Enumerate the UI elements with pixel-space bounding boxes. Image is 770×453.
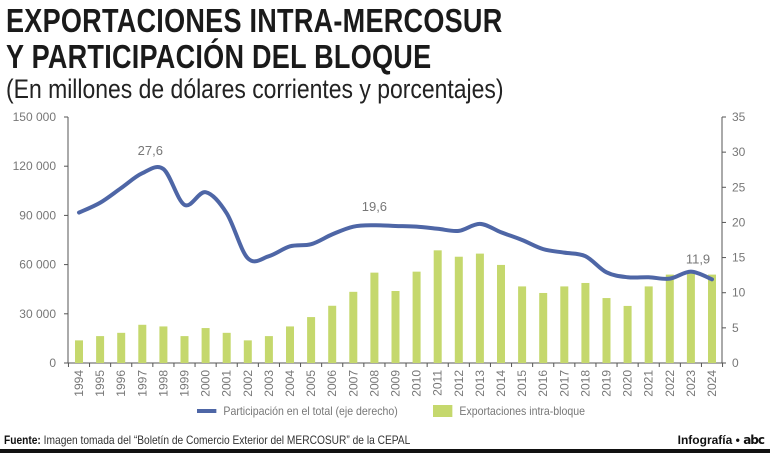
right-tick-label: 35 xyxy=(732,110,746,124)
right-tick-label: 25 xyxy=(732,180,746,194)
bar-2018 xyxy=(581,282,590,363)
bar-1994 xyxy=(75,340,83,363)
legend-swatch-bar xyxy=(433,405,453,417)
x-tick-label: 2003 xyxy=(262,370,276,397)
bar-2005 xyxy=(307,317,316,363)
x-tick-label: 1996 xyxy=(114,370,128,397)
x-tick-label: 2024 xyxy=(705,370,719,397)
x-tick-label: 2005 xyxy=(304,370,318,397)
left-tick-label: 30 000 xyxy=(19,307,56,321)
x-tick-label: 2020 xyxy=(621,370,635,397)
bar-2001 xyxy=(222,332,231,363)
x-tick-label: 2001 xyxy=(220,370,234,397)
left-tick-label: 150 000 xyxy=(13,110,57,124)
x-tick-label: 2007 xyxy=(346,370,360,397)
legend-swatch-line xyxy=(197,409,217,413)
right-tick-label: 0 xyxy=(732,356,739,370)
left-tick-label: 120 000 xyxy=(13,159,57,173)
participation-line xyxy=(77,165,714,282)
bar-2010 xyxy=(412,271,421,363)
bar-2006 xyxy=(328,305,337,363)
bar-2014 xyxy=(497,264,505,363)
bar-2003 xyxy=(264,336,273,363)
legend-item-exportaciones: Exportaciones intra-bloque xyxy=(433,404,585,418)
x-tick-label: 2000 xyxy=(199,370,213,397)
x-tick-label: 2018 xyxy=(578,370,592,397)
credit: Infografía • abc xyxy=(677,433,765,447)
source-label: Fuente: xyxy=(4,433,41,447)
x-tick-label: 2010 xyxy=(410,370,424,397)
x-tick-label: 2014 xyxy=(494,370,508,397)
x-tick-label: 2023 xyxy=(684,370,698,397)
x-tick-label: 1995 xyxy=(93,370,107,397)
x-tick-label: 1998 xyxy=(156,370,170,397)
x-tick-label: 2008 xyxy=(367,370,381,397)
source-text: Imagen tomada del “Boletín de Comercio E… xyxy=(43,433,411,447)
bar-2017 xyxy=(560,286,569,363)
bar-2008 xyxy=(370,272,379,363)
legend-label: Exportaciones intra-bloque xyxy=(459,404,586,418)
legend-label: Participación en el total (eje derecho) xyxy=(223,404,398,418)
x-tick-label: 1999 xyxy=(178,370,192,397)
left-tick-label: 0 xyxy=(49,356,56,370)
x-tick-label: 2013 xyxy=(473,370,487,397)
left-tick-label: 60 000 xyxy=(19,258,56,272)
bar-1995 xyxy=(96,336,105,363)
chart-subtitle: (En millones de dólares corrientes y por… xyxy=(6,74,504,104)
x-tick-label: 2019 xyxy=(600,370,614,397)
right-tick-label: 30 xyxy=(732,145,746,159)
bar-2012 xyxy=(454,256,463,363)
bar-2022 xyxy=(665,274,674,363)
bar-2011 xyxy=(433,250,442,363)
bottom-rule xyxy=(0,449,770,453)
bar-2004 xyxy=(286,326,294,363)
annotation-2008: 19,6 xyxy=(362,199,387,214)
x-tick-label: 2006 xyxy=(325,370,339,397)
bar-2021 xyxy=(644,286,653,363)
x-tick-label: 1994 xyxy=(72,370,86,397)
right-tick-label: 15 xyxy=(732,251,746,265)
x-tick-label: 2011 xyxy=(431,370,445,396)
x-tick-label: 2015 xyxy=(515,370,529,397)
bar-2000 xyxy=(201,328,210,363)
x-tick-label: 2002 xyxy=(241,370,255,397)
bar-1998 xyxy=(159,326,168,363)
left-tick-label: 90 000 xyxy=(19,208,56,222)
bar-2002 xyxy=(243,340,252,363)
x-tick-label: 2022 xyxy=(663,370,677,397)
annotation-2024: 11,9 xyxy=(686,252,710,267)
legend-item-participacion: Participación en el total (eje derecho) xyxy=(197,404,398,418)
x-tick-label: 2016 xyxy=(536,370,550,397)
x-tick-label: 2012 xyxy=(452,370,466,397)
chart-title-line1: EXPORTACIONES INTRA-MERCOSUR xyxy=(6,2,503,39)
bar-2009 xyxy=(391,291,400,363)
x-tick-label: 2021 xyxy=(642,370,656,397)
x-tick-label: 2009 xyxy=(389,370,403,397)
abc-logo: abc xyxy=(743,433,765,447)
credit-text: Infografía • xyxy=(677,433,740,447)
source-note: Fuente: Imagen tomada del “Boletín de Co… xyxy=(4,433,410,447)
bar-2023 xyxy=(686,271,695,363)
bar-1999 xyxy=(180,336,189,363)
x-tick-label: 1997 xyxy=(135,370,149,397)
right-tick-label: 10 xyxy=(732,286,746,300)
bar-1996 xyxy=(117,332,126,363)
x-tick-label: 2004 xyxy=(283,370,297,397)
chart-title-line2: Y PARTICIPACIÓN DEL BLOQUE xyxy=(6,38,432,75)
bar-2007 xyxy=(349,291,358,363)
bar-2020 xyxy=(623,305,632,363)
bar-2016 xyxy=(539,292,548,363)
bar-2015 xyxy=(518,286,527,363)
right-tick-label: 5 xyxy=(732,321,739,335)
right-tick-label: 20 xyxy=(732,215,746,229)
bar-1997 xyxy=(138,324,147,363)
bar-2013 xyxy=(475,253,484,363)
x-tick-label: 2017 xyxy=(557,370,571,397)
bar-2019 xyxy=(602,298,611,363)
annotation-1997: 27,6 xyxy=(138,143,163,158)
bar-2024 xyxy=(708,274,716,363)
